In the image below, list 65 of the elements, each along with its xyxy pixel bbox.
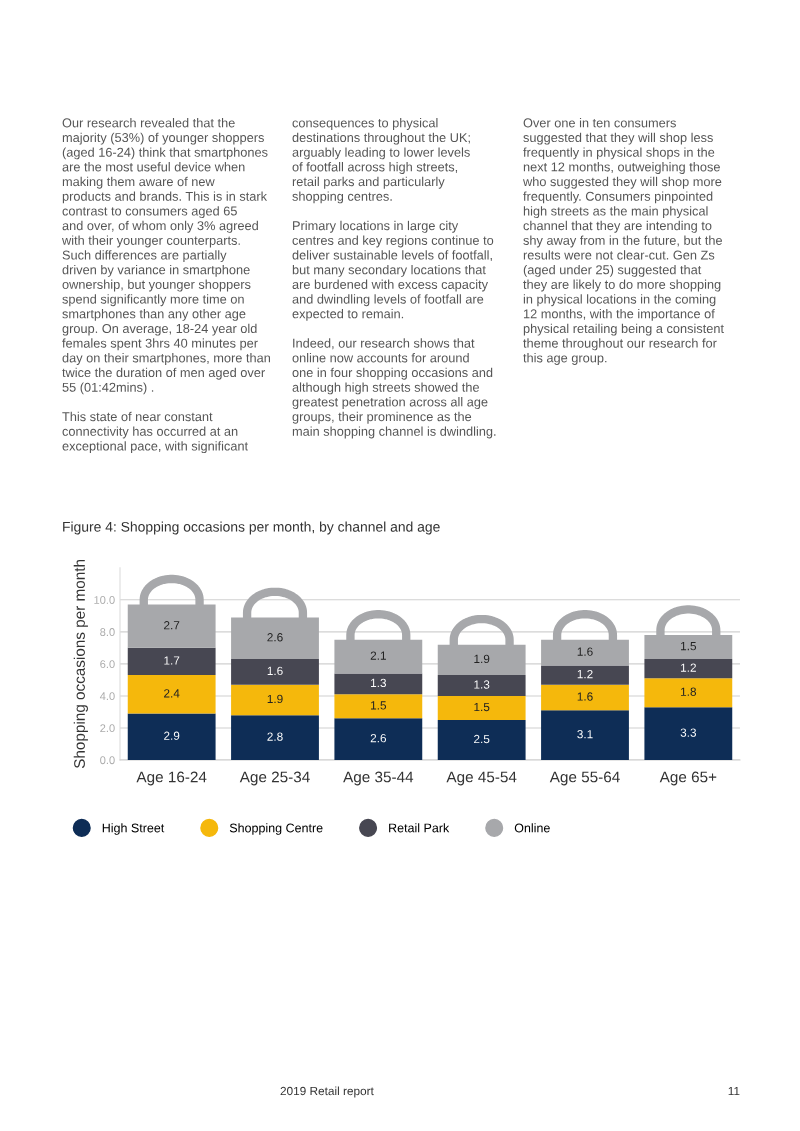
- y-tick-label: 0.0: [100, 756, 115, 765]
- bar: [127, 675, 216, 714]
- y-tick-label: 8.0: [100, 628, 115, 636]
- y-axis-title: Shopping occasions per month: [73, 559, 88, 769]
- bar: [334, 673, 423, 695]
- x-tick-label: Age 65+: [659, 771, 717, 786]
- bar: [127, 713, 216, 761]
- data-label: 1.6: [577, 647, 593, 656]
- y-tick-label: 6.0: [100, 660, 115, 669]
- data-label: 1.3: [371, 678, 387, 688]
- data-label: 1.6: [267, 666, 283, 676]
- data-label: 2.6: [370, 734, 387, 743]
- data-label: 2.4: [164, 689, 180, 698]
- bar: [334, 718, 423, 761]
- y-tick-label: 2.0: [100, 724, 115, 733]
- x-tick-label: Age 35-44: [343, 771, 414, 786]
- x-tick-label: Age 25-34: [239, 771, 310, 786]
- bar: [437, 695, 526, 720]
- bar: [231, 659, 319, 685]
- data-label: 1.5: [371, 701, 387, 710]
- bar: [541, 684, 629, 711]
- bar: [644, 659, 733, 679]
- bar: [231, 684, 319, 716]
- legend-label: Shopping Centre: [229, 823, 323, 835]
- y-tick-label: 4.0: [99, 692, 115, 701]
- data-label: 2.8: [267, 732, 283, 741]
- bar: [231, 715, 319, 761]
- text: Our research revealed that the majority (53%) of younger shoppers (aged 16-24) think that smartphones are the most useful device when making them aware of new products and brands. This is in stark contrast to consumers aged 65 and over, of whom only 3% agreed with their younger counterparts. Such differences are partially driven by variance in smartphone ownership, but younger shoppers spend significantly more time on smartphones than any other age group. On average, 18-24 year old females spent 3hrs 40 minutes per day on their smartphones, more than twice the duration of men aged over 55 (01:42mins) . This state of near constant connectivity has occurred at an exceptional pace, with significant: [61, 118, 270, 454]
- bar: [127, 647, 216, 676]
- data-label: 1.7: [164, 656, 180, 665]
- y-tick-label: 10.0: [94, 596, 115, 604]
- data-label: 3.1: [577, 730, 593, 739]
- data-label: 1.9: [474, 654, 490, 664]
- bar: [437, 719, 526, 761]
- legend-label: Retail Park: [389, 823, 450, 833]
- legend-label: High Street: [102, 823, 165, 835]
- text: 11: [728, 1086, 740, 1096]
- text: Over one in ten consumers suggested that they will shop less frequently in physical shops in the next 12 months, outweighing those who suggested they will shop more frequently. Consumers pinpointed high streets as the main physical channel that they are intending to shy away from in the future, but the results were not clear-cut. Gen Zs (aged under 25) suggested that they are likely to do more shopping in physical locations in the coming 12 months, with the importance of physical retailing being a consistent theme throughout our research for this age group.: [522, 118, 724, 365]
- bar: [541, 710, 629, 761]
- data-label: 1.3: [474, 680, 490, 689]
- data-label: 2.9: [164, 731, 180, 740]
- bar: [644, 678, 733, 708]
- data-label: 2.7: [164, 621, 180, 630]
- bar: [541, 665, 629, 685]
- x-tick-label: Age 45-54: [446, 771, 517, 786]
- data-label: 2.1: [370, 651, 386, 660]
- data-label: 3.3: [680, 728, 697, 737]
- text: consequences to physical destinations throughout the UK; arguably leading to lower levels of footfall across high streets, retail parks and particularly shopping centres. Primary locations in large city centres and key regions continue to deliver sustainable levels of footfall, but many secondary locations that are burdened with excess capacity and dwindling levels of footfall are expected to remain. Indeed, our research shows that online now accounts for around one in four shopping occasions and although high streets showed the greatest penetration across all age groups, their prominence as the main shopping channel is dwindling.: [292, 118, 496, 439]
- text: 2019 Retail report: [280, 1086, 374, 1098]
- data-label: 1.8: [681, 687, 697, 696]
- bar: [334, 694, 423, 719]
- legend-label: Online: [514, 823, 550, 833]
- data-label: 1.6: [577, 692, 593, 701]
- x-tick-label: Age 55-64: [549, 771, 620, 786]
- data-label: 2.6: [267, 633, 283, 642]
- chart-title: Figure 4: Shopping occasions per month, by channel and age: [63, 521, 440, 535]
- data-label: 1.9: [267, 694, 283, 704]
- bar: [437, 675, 526, 696]
- bar: [644, 707, 733, 761]
- data-label: 1.5: [474, 702, 490, 712]
- x-tick-label: Age 16-24: [136, 771, 207, 786]
- data-label: 1.2: [681, 663, 696, 672]
- data-label: 1.5: [681, 642, 697, 651]
- data-label: 2.5: [474, 734, 490, 744]
- data-label: 1.2: [577, 669, 593, 679]
